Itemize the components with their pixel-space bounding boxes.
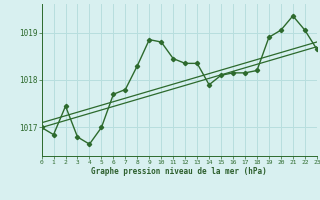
X-axis label: Graphe pression niveau de la mer (hPa): Graphe pression niveau de la mer (hPa) [91,167,267,176]
